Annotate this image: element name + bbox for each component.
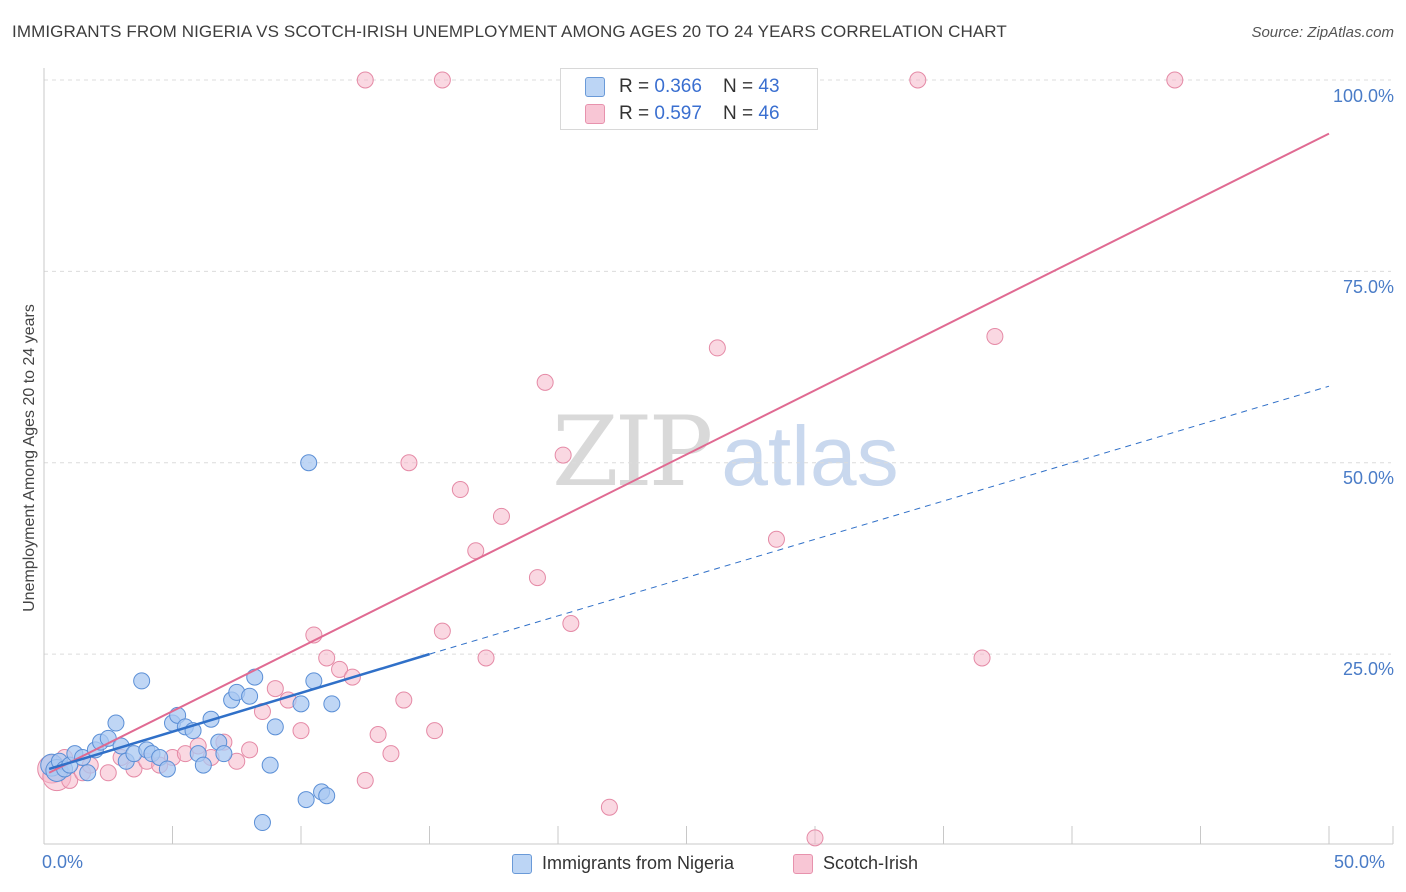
scotch-irish-point [331, 660, 349, 678]
scotch-irish-trend-line [48, 132, 1330, 774]
scotch-irish-point [382, 745, 400, 763]
scotch-irish-point [492, 507, 510, 525]
watermark-zip: ZIP [552, 396, 713, 508]
legend-n-value: 43 [758, 76, 780, 97]
legend-n-label: N = [723, 76, 759, 97]
legend-n-label: N = [723, 103, 759, 124]
x-tick-0: 0.0% [42, 852, 84, 872]
nigeria-point [133, 672, 151, 690]
scotch-irish-point [292, 722, 310, 740]
nigeria-trend-line [48, 652, 430, 771]
bottom-legend-swatch-nigeria [512, 854, 532, 874]
nigeria-point [253, 814, 271, 832]
nigeria-point [261, 756, 279, 774]
legend-n-value: 46 [758, 103, 780, 124]
nigeria-point [79, 764, 97, 782]
nigeria-point [215, 745, 233, 763]
chart-title: IMMIGRANTS FROM NIGERIA VS SCOTCH-IRISH … [12, 22, 1007, 41]
scotch-irish-point [536, 373, 554, 391]
scotch-irish-point [767, 530, 785, 548]
y-tick-100: 100.0% [1332, 86, 1394, 106]
nigeria-point [241, 687, 259, 705]
legend-r-label: R = [619, 103, 655, 124]
nigeria-point [107, 714, 125, 732]
y-tick-25: 25.0% [1342, 659, 1394, 679]
scotch-irish-point [99, 764, 117, 782]
bottom-legend-swatch-scotch-irish [793, 854, 813, 874]
nigeria-point [246, 668, 264, 686]
nigeria-point [323, 695, 341, 713]
scotch-irish-point [973, 649, 991, 667]
scotch-irish-point [318, 649, 336, 667]
scotch-irish-point [528, 569, 546, 587]
nigeria-point [194, 756, 212, 774]
scotch-irish-point [708, 339, 726, 357]
scotch-irish-point [433, 622, 451, 640]
nigeria-point [318, 787, 336, 805]
scotch-irish-point [369, 726, 387, 744]
legend-r-value: 0.366 [654, 76, 702, 97]
y-tick-50: 50.0% [1342, 468, 1394, 488]
x-tick-50: 50.0% [1334, 852, 1386, 872]
scotch-irish-point [986, 327, 1004, 345]
scotch-irish-point [356, 771, 374, 789]
scotch-irish-point [1166, 71, 1184, 89]
scotch-irish-point [562, 615, 580, 633]
nigeria-point [297, 791, 315, 809]
nigeria-trend-extension [429, 385, 1330, 655]
legend-swatch-scotch-irish [585, 104, 605, 124]
nigeria-point [292, 695, 310, 713]
legend-swatch-nigeria [585, 77, 605, 97]
scotch-irish-point [806, 829, 824, 847]
scotch-irish-point [356, 71, 374, 89]
scotch-irish-point [433, 71, 451, 89]
scotch-irish-point [395, 691, 413, 709]
nigeria-point [158, 760, 176, 778]
bottom-legend-label-scotch-irish: Scotch-Irish [823, 853, 919, 873]
legend-r-label: R = [619, 76, 655, 97]
legend-r-value: 0.597 [654, 103, 702, 124]
y-tick-75: 75.0% [1342, 277, 1394, 297]
bottom-legend-label-nigeria: Immigrants from Nigeria [542, 853, 735, 873]
source-label: Source: ZipAtlas.com [1251, 24, 1394, 41]
scotch-irish-point [554, 446, 572, 464]
watermark-atlas: atlas [721, 409, 899, 503]
correlation-legend: R = 0.366 N = 43 R = 0.597 N = 46 [560, 68, 818, 130]
scotch-irish-point [241, 741, 259, 759]
scotch-irish-point [400, 454, 418, 472]
scotch-irish-point [266, 680, 284, 698]
scotch-irish-point [600, 798, 618, 816]
scotch-irish-point [451, 481, 469, 499]
scotch-irish-point [228, 752, 246, 770]
watermark: ZIP atlas [552, 396, 899, 508]
scotch-irish-point [477, 649, 495, 667]
scotch-irish-point [426, 722, 444, 740]
nigeria-point [266, 718, 284, 736]
scotch-irish-point [909, 71, 927, 89]
nigeria-point [300, 454, 318, 472]
